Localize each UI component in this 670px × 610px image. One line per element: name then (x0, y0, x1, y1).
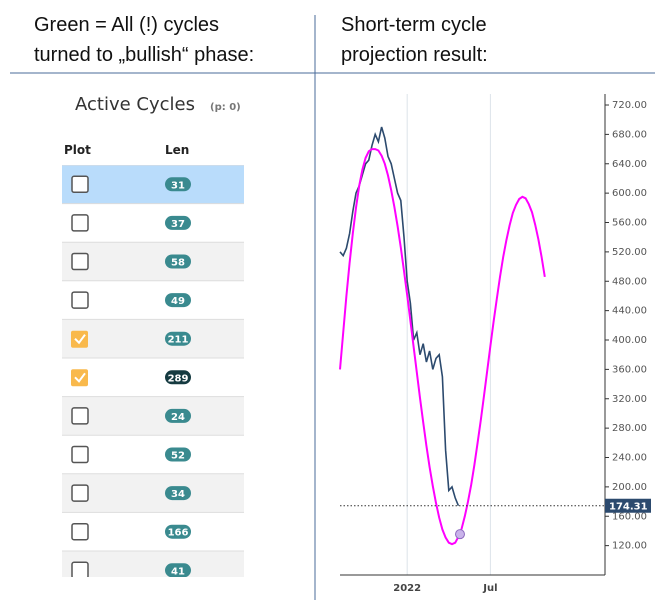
rows: 31 37 58 49 211 289 24 52 34 166 41 (62, 165, 244, 590)
y-tick-label: 120.00 (612, 541, 647, 552)
table-row[interactable] (62, 396, 244, 436)
y-tick-label: 320.00 (612, 394, 647, 405)
cycle-length: 37 (171, 219, 185, 230)
x-tick-label: 2022 (393, 583, 421, 594)
checkbox[interactable] (71, 175, 89, 194)
table-row[interactable] (62, 165, 244, 204)
table-row[interactable] (62, 473, 244, 513)
checkbox[interactable] (71, 330, 88, 348)
chart: 2022 Jul 120.00 160.00 200.00 240.00 280.00 320… (339, 94, 651, 594)
y-tick-label: 360.00 (612, 364, 647, 375)
y-tick-label: 640.00 (612, 159, 647, 170)
y-tick-label: 160.00 (612, 511, 647, 522)
y-tick-label: 440.00 (612, 306, 647, 317)
trough-marker (455, 529, 465, 540)
checkbox[interactable] (71, 291, 89, 309)
check (74, 372, 86, 383)
checkbox[interactable] (71, 561, 89, 578)
checkbox[interactable] (71, 369, 88, 387)
header-line: Short-term cycle (341, 14, 487, 36)
table-row[interactable] (62, 358, 244, 397)
series-line (339, 148, 546, 546)
y-tick-label: 560.00 (612, 218, 647, 229)
y-tick-label: 240.00 (612, 453, 647, 464)
y-tick-label: 600.00 (612, 188, 647, 199)
badge (165, 447, 191, 462)
table-row[interactable] (62, 280, 244, 320)
check (74, 334, 86, 345)
badge (165, 331, 191, 346)
y-tick-label: 520.00 (612, 247, 647, 258)
y-tick-label: 200.00 (612, 482, 647, 493)
badge (165, 293, 191, 308)
checkbox[interactable] (71, 214, 89, 232)
y-tick-label: 480.00 (612, 276, 647, 287)
checkbox[interactable] (71, 522, 89, 541)
cycle-length: 52 (171, 451, 185, 462)
cycle-length: 58 (171, 258, 185, 269)
header-line: projection result: (341, 44, 488, 66)
table-title: Active Cycles (75, 94, 195, 115)
badge (165, 177, 191, 192)
table-row[interactable] (62, 242, 244, 281)
cycle-length: 24 (171, 412, 185, 423)
badge (165, 408, 191, 423)
table-row[interactable] (62, 435, 244, 474)
y-tick-label: 680.00 (612, 129, 647, 140)
column-header: Plot (64, 143, 91, 157)
cycle-length: 34 (171, 489, 185, 500)
cycle-length: 41 (171, 566, 185, 577)
last-value-label: 174.31 (609, 502, 648, 513)
cycle-length: 211 (168, 335, 189, 346)
badge (165, 563, 191, 577)
table-row[interactable] (62, 319, 244, 358)
badge (165, 524, 191, 539)
cycle-length: 49 (171, 296, 185, 307)
y-tick-label: 280.00 (612, 423, 647, 434)
badge (165, 215, 191, 230)
checkbox[interactable] (71, 407, 89, 425)
checkbox[interactable] (71, 484, 89, 502)
checkbox[interactable] (71, 445, 89, 464)
cycle-length: 31 (171, 180, 185, 191)
header-line: turned to „bullish“ phase: (34, 44, 254, 66)
pager: (p: 0) (210, 102, 241, 113)
last-value-box (605, 498, 651, 513)
badge (165, 370, 191, 385)
x-tick-label: Jul (482, 583, 497, 594)
table-body: 31 37 58 49 211 289 24 52 34 166 41 (62, 165, 244, 590)
badge (165, 486, 191, 501)
table-row[interactable] (62, 512, 244, 551)
series-line (339, 126, 460, 507)
column-header: Len (165, 143, 189, 157)
y-tick-label: 720.00 (612, 100, 647, 111)
badge (165, 254, 191, 269)
checkbox[interactable] (71, 252, 89, 271)
table-row[interactable] (62, 203, 244, 243)
table-row[interactable] (62, 551, 244, 590)
cycle-length: 289 (168, 373, 189, 384)
header-line: Green = All (!) cycles (34, 14, 219, 36)
y-tick-label: 400.00 (612, 335, 647, 346)
cycle-length: 166 (168, 528, 189, 539)
